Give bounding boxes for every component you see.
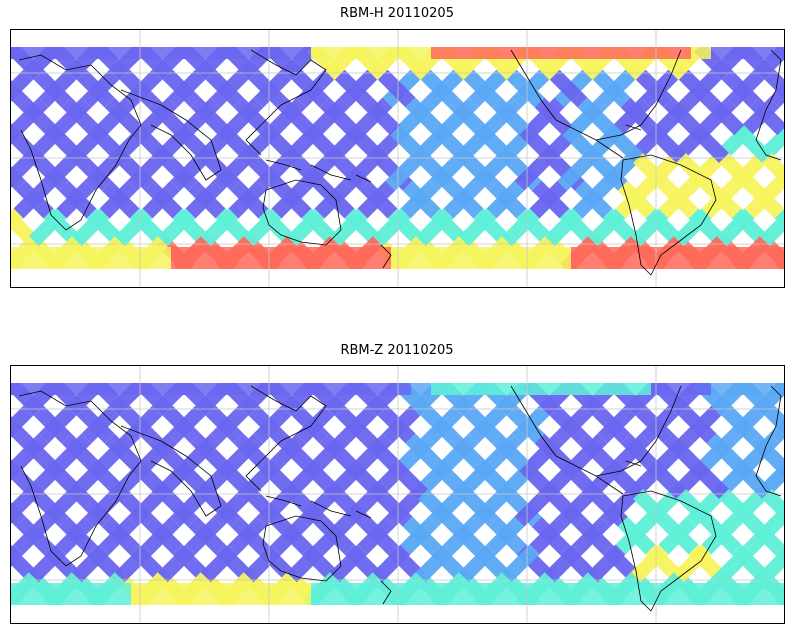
north-band (11, 383, 784, 605)
swath-map-rbm-z (11, 366, 784, 623)
map-panel-rbm-h (10, 29, 785, 288)
north-band (11, 47, 784, 269)
panel-title-rbm-h: RBM-H 20110205 (340, 6, 454, 21)
coastline-layer (18, 385, 782, 612)
map-panel-rbm-z (10, 365, 785, 624)
swath-map-rbm-h (11, 30, 784, 287)
coastline-layer (18, 49, 782, 276)
panel-title-rbm-z: RBM-Z 20110205 (340, 343, 454, 358)
